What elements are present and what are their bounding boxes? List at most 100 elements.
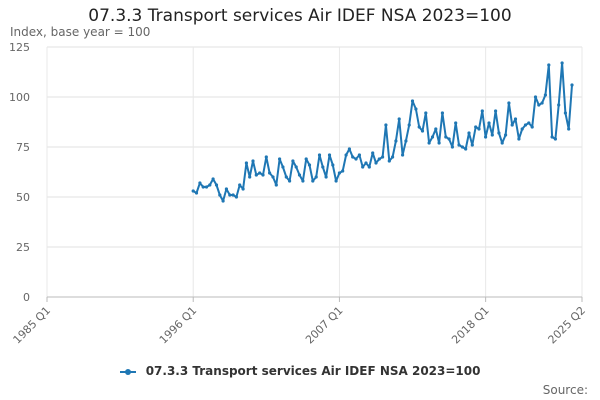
data-point	[251, 159, 255, 163]
data-point	[351, 155, 355, 159]
data-point	[327, 153, 332, 157]
data-point	[234, 195, 238, 199]
data-point	[304, 157, 308, 161]
data-point	[248, 175, 252, 179]
data-point	[208, 183, 212, 187]
data-point	[464, 147, 468, 151]
data-point	[268, 171, 272, 175]
data-point	[334, 179, 338, 183]
grid-lines	[46, 46, 583, 297]
data-point	[444, 135, 448, 139]
data-point	[570, 83, 574, 87]
x-tick-label: 1985 Q1	[11, 304, 54, 347]
data-point	[504, 133, 508, 137]
data-point	[474, 125, 478, 129]
data-point	[540, 101, 544, 105]
y-tick-label-0: 0	[23, 291, 30, 304]
data-point	[244, 161, 248, 165]
data-point	[547, 63, 551, 67]
x-tick-label: 1996 Q1	[157, 304, 200, 347]
data-point	[258, 171, 262, 175]
series-group	[191, 61, 574, 203]
data-point	[317, 153, 322, 157]
data-point	[450, 145, 454, 149]
series-line-0	[192, 62, 573, 202]
data-point	[361, 165, 365, 169]
data-point	[520, 127, 524, 131]
data-point	[194, 191, 199, 195]
data-point	[500, 141, 504, 145]
data-point	[364, 161, 368, 165]
data-point	[254, 173, 258, 177]
data-point	[517, 137, 521, 141]
data-point	[404, 139, 408, 143]
data-point	[437, 141, 441, 145]
data-point	[288, 179, 292, 183]
data-point	[410, 99, 415, 103]
data-point	[401, 153, 405, 157]
y-tick-label-50: 50	[16, 191, 30, 204]
data-point	[513, 117, 518, 121]
data-point	[211, 177, 215, 181]
data-point	[321, 165, 325, 169]
data-point	[467, 131, 471, 135]
data-point	[337, 171, 341, 175]
data-point	[274, 183, 278, 187]
data-point	[314, 175, 318, 179]
data-point	[537, 103, 541, 107]
x-tick-label: 2025 Q2	[546, 304, 589, 347]
data-point	[407, 123, 411, 127]
data-point	[218, 193, 222, 197]
data-point	[494, 109, 498, 113]
y-tick-label-125: 125	[9, 41, 30, 54]
data-point	[510, 123, 514, 127]
y-tick-label-100: 100	[9, 91, 30, 104]
data-point	[440, 111, 444, 115]
data-point	[307, 163, 312, 167]
data-point	[357, 153, 361, 157]
data-point	[523, 123, 528, 127]
legend-swatch-icon	[119, 368, 136, 375]
data-point	[487, 121, 491, 125]
data-point	[384, 123, 388, 127]
data-point	[311, 179, 315, 183]
data-point	[507, 101, 511, 105]
data-point	[533, 95, 538, 99]
data-point	[231, 193, 235, 197]
data-point	[331, 163, 335, 167]
data-point	[430, 135, 435, 139]
data-point	[497, 131, 501, 135]
data-point	[397, 117, 401, 121]
legend-label: 07.3.3 Transport services Air IDEF NSA 2…	[145, 364, 481, 378]
data-point	[294, 165, 298, 169]
data-point	[264, 155, 268, 159]
data-point	[553, 137, 558, 141]
data-point	[224, 187, 228, 191]
x-tick-label: 2007 Q1	[303, 304, 346, 347]
data-point	[414, 107, 418, 111]
data-point	[427, 141, 431, 145]
source-label: Source:	[542, 383, 588, 397]
data-point	[424, 111, 428, 115]
data-point	[291, 159, 295, 163]
data-point	[221, 199, 225, 203]
data-point	[391, 155, 395, 159]
data-point	[198, 181, 202, 185]
y-tick-label-25: 25	[16, 241, 30, 254]
data-point	[527, 121, 531, 125]
data-point	[530, 125, 534, 129]
data-point	[191, 189, 195, 193]
data-point	[381, 155, 385, 159]
data-point	[367, 165, 371, 169]
data-point	[324, 175, 328, 179]
data-point	[278, 157, 282, 161]
data-point	[241, 187, 245, 191]
data-point	[228, 193, 232, 197]
legend[interactable]: 07.3.3 Transport services Air IDEF NSA 2…	[0, 364, 600, 378]
data-point	[341, 169, 345, 173]
data-point	[477, 127, 481, 131]
data-point	[480, 109, 484, 113]
data-point	[567, 127, 571, 131]
data-point	[560, 61, 564, 65]
